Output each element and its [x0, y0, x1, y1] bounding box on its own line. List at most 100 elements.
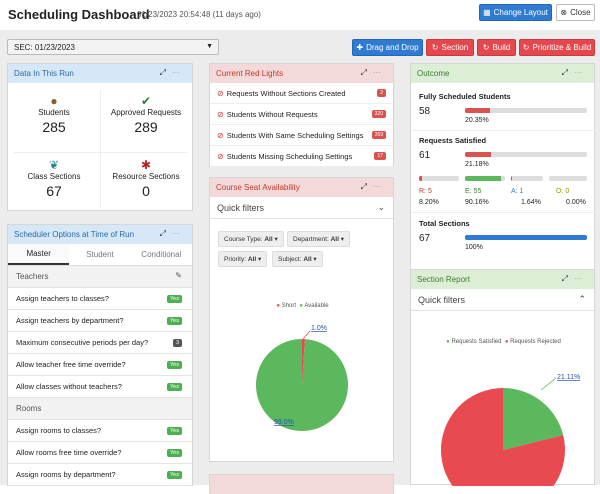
panel-controls[interactable]: ⤢⋯ [159, 229, 186, 238]
approved-requests-stat: ✔ Approved Requests 289 [100, 94, 192, 135]
panel-title: Outcome [417, 69, 450, 78]
status-badge: Yes [167, 427, 182, 435]
status-badge: Yes [167, 449, 182, 457]
pie-label-short: 1.0% [311, 325, 327, 332]
list-item: Assign rooms by department? Yes [8, 464, 192, 486]
list-item[interactable]: ⊘ Requests Without Sections Created 2 [210, 83, 393, 104]
sec-select[interactable]: SEC: 01/23/2023 ▼ [7, 39, 219, 55]
list-item[interactable]: ⊘ Students Missing Scheduling Settings 17 [210, 146, 393, 167]
page-header: Scheduling Dashboard 01/23/2023 20:54:48… [0, 0, 600, 30]
seat-availability-panel: Course Seat Availability ⤢⋯ Quick filter… [209, 177, 394, 462]
section-button[interactable]: ↻ Section [426, 39, 474, 56]
pie-slice-satisfied [503, 388, 564, 450]
panel-controls[interactable]: ⤢⋯ [561, 274, 588, 283]
warning-icon: ⊘ [217, 88, 224, 98]
list-item: Allow teacher free time override? Yes [8, 354, 192, 376]
r-bar [419, 176, 459, 181]
list-item: Assign rooms to classes? Yes [8, 420, 192, 442]
tab-master[interactable]: Master [8, 244, 70, 265]
outcome-panel: Outcome ⤢⋯ Fully Scheduled Students 58 2… [410, 63, 596, 287]
tab-student[interactable]: Student [86, 250, 114, 259]
total-sections-label: Total Sections [419, 219, 470, 228]
o-bar [549, 176, 587, 181]
list-item: Allow classes without teachers? Yes [8, 376, 192, 398]
list-item: Assign teachers by department? Yes [8, 310, 192, 332]
person-icon: ● [50, 94, 58, 108]
layout-icon: ▦ [483, 8, 491, 17]
filter-course-type[interactable]: Course Type: All ▾ [218, 231, 284, 247]
chevron-down-icon: ⌄ [377, 202, 385, 212]
status-badge: Yes [167, 383, 182, 391]
asterisk-icon: ✱ [140, 158, 152, 172]
pie-slice-available [255, 339, 348, 431]
requests-satisfied-label: Requests Satisfied [419, 136, 487, 145]
status-badge: Yes [167, 361, 182, 369]
chevron-down-icon: ▼ [206, 43, 213, 50]
fully-scheduled-bar [465, 108, 587, 113]
red-lights-panel: Current Red Lights ⤢⋯ ⊘ Requests Without … [209, 63, 394, 167]
next-panel-stub [209, 474, 394, 494]
students-stat: ● Students 285 [8, 94, 100, 135]
filter-department[interactable]: Department: All ▾ [287, 231, 350, 247]
status-badge: 3 [172, 339, 182, 347]
requests-satisfied-bar [465, 152, 587, 157]
list-item: Assign teachers to classes? Yes [8, 288, 192, 310]
run-timestamp: 01/23/2023 20:54:48 (11 days ago) [137, 10, 261, 19]
pie-slice-short [302, 339, 305, 385]
count-badge: 320 [371, 110, 386, 118]
data-in-run-panel: Data In This Run ⤢⋯ ● Students 285 ✔ App… [7, 63, 193, 211]
panel-controls[interactable]: ⤢⋯ [360, 182, 387, 191]
pie-slice-rejected [441, 388, 565, 486]
close-button[interactable]: ⊗ Close [556, 4, 595, 21]
list-item[interactable]: ⊘ Students Without Requests 320 [210, 104, 393, 125]
requests-satisfied-value: 61 [419, 150, 431, 161]
edit-icon[interactable]: ✎ [175, 271, 182, 280]
quick-filters-toggle[interactable]: Quick filters ⌃ [411, 289, 594, 311]
chevron-up-icon: ⌃ [578, 294, 586, 304]
warning-icon: ⊘ [217, 151, 224, 161]
section-report-pie: 21.11% [441, 374, 580, 486]
panel-controls[interactable]: ⤢⋯ [360, 68, 387, 77]
seat-availability-pie: 1.0% 99.0% [255, 325, 348, 431]
tab-conditional[interactable]: Conditional [141, 250, 182, 259]
list-item: Maximum consecutive periods per day? 3 [8, 332, 192, 354]
quick-filters-toggle[interactable]: Quick filters ⌄ [210, 197, 393, 219]
filter-subject[interactable]: Subject: All ▾ [272, 251, 323, 267]
resource-sections-stat: ✱ Resource Sections 0 [100, 158, 192, 199]
close-icon: ⊗ [560, 8, 568, 17]
refresh-icon: ↻ [482, 43, 490, 52]
filter-priority[interactable]: Priority: All ▾ [218, 251, 268, 267]
change-layout-button[interactable]: ▦ Change Layout [479, 4, 552, 21]
chart-legend: ● Requests Satisfied ● Requests Rejected [446, 339, 561, 345]
panel-title: Course Seat Availability [216, 183, 300, 192]
chart-legend: ● Short ● Available [276, 303, 329, 309]
panel-controls[interactable]: ⤢⋯ [561, 68, 588, 77]
panel-title: Section Report [417, 275, 470, 284]
class-sections-stat: ❦ Class Sections 67 [8, 158, 100, 199]
teachers-heading: Teachers ✎ [8, 266, 192, 288]
scheduler-options-panel: Scheduler Options at Time of Run ⤢⋯ Mast… [7, 224, 193, 486]
list-item: Allow rooms free time override? Yes [8, 442, 192, 464]
status-badge: Yes [167, 317, 182, 325]
panel-title: Data In This Run [14, 69, 74, 78]
prioritize-build-button[interactable]: ↻ Prioritize & Build [519, 39, 595, 56]
page-title: Scheduling Dashboard [8, 7, 150, 22]
total-sections-bar [465, 235, 587, 240]
dashboard-body: SEC: 01/23/2023 ▼ ✚ Drag and Drop ↻ Sectio… [0, 30, 600, 494]
list-item[interactable]: ⊘ Students With Same Scheduling Settings 2… [210, 125, 393, 146]
e-bar [465, 176, 505, 181]
status-badge: Yes [167, 295, 182, 303]
panel-controls[interactable]: ⤢⋯ [159, 68, 186, 77]
panel-title: Scheduler Options at Time of Run [14, 230, 135, 239]
status-badge: Yes [167, 471, 182, 479]
drag-and-drop-button[interactable]: ✚ Drag and Drop [352, 39, 423, 56]
count-badge: 17 [374, 152, 386, 160]
count-badge: 2 [377, 89, 386, 97]
warning-icon: ⊘ [217, 130, 224, 140]
total-sections-value: 67 [419, 233, 431, 244]
refresh-icon: ↻ [431, 43, 439, 52]
build-button[interactable]: ↻ Build [477, 39, 516, 56]
panel-title: Current Red Lights [216, 69, 284, 78]
rooms-heading: Rooms [8, 398, 192, 420]
a-bar [511, 176, 543, 181]
